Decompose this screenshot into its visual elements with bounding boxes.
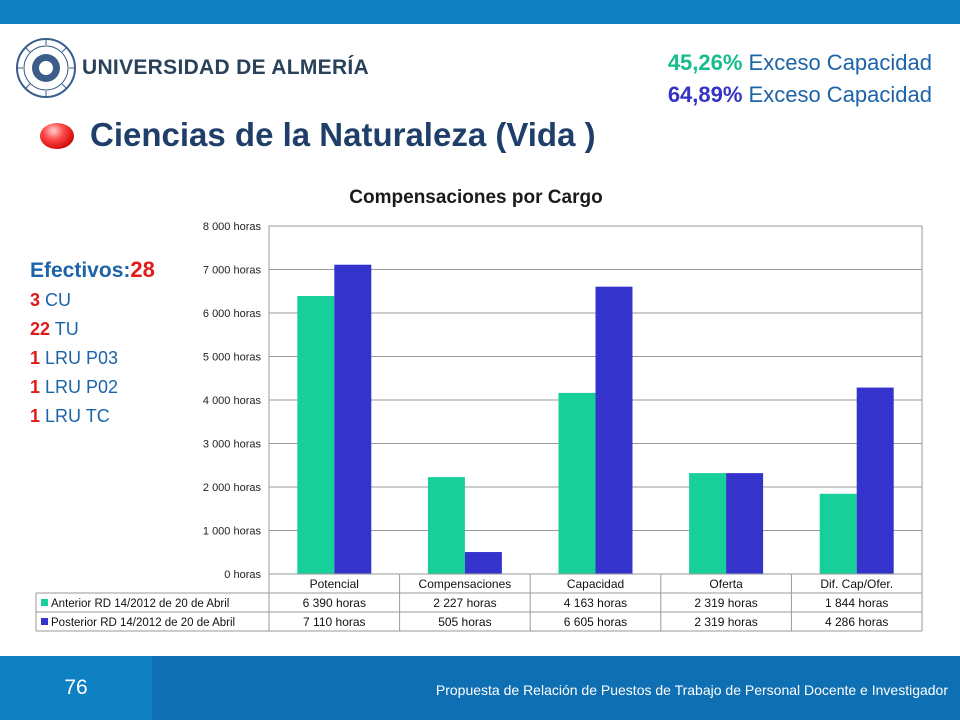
bar-posterior [334, 264, 372, 574]
efectivos-type: LRU TC [40, 406, 110, 426]
y-tick-label: 3 000 horas [203, 439, 262, 451]
data-label: 1 844 horas [825, 596, 888, 610]
bar-anterior [558, 392, 596, 574]
data-label: 7 110 horas [303, 615, 366, 629]
capacity-label-posterior: Exceso Capacidad [742, 82, 932, 107]
footer-text: Propuesta de Relación de Puestos de Trab… [435, 682, 948, 698]
data-label: 2 227 horas [433, 596, 496, 610]
footer-page-block [0, 656, 152, 720]
y-tick-label: 5 000 horas [203, 352, 262, 364]
university-name: UNIVERSIDAD DE ALMERÍA [82, 56, 370, 79]
y-tick-label: 8 000 horas [203, 221, 262, 233]
bar-posterior [464, 552, 502, 574]
efectivos-item: 1 LRU TC [30, 402, 155, 431]
legend-swatch [41, 618, 48, 625]
data-label: 4 286 horas [825, 615, 888, 629]
footer-bar [152, 656, 960, 720]
efectivos-count: 1 [30, 377, 41, 397]
bar-anterior [297, 296, 335, 574]
capacity-pct-posterior: 64,89% [667, 82, 743, 107]
bar-posterior [726, 473, 764, 574]
y-tick-label: 1 000 horas [203, 526, 262, 538]
efectivos-count: 1 [30, 406, 41, 426]
y-tick-label: 7 000 horas [203, 265, 262, 277]
efectivos-item: 1 LRU P03 [30, 344, 155, 373]
efectivos-type: LRU P02 [40, 377, 119, 397]
y-tick-label: 6 000 horas [203, 308, 262, 320]
data-label: 2 319 horas [694, 615, 757, 629]
x-tick-label: Dif. Cap/Ofer. [820, 577, 893, 591]
efectivos-count: 1 [30, 348, 41, 368]
legend-swatch [41, 599, 48, 606]
bar-posterior [595, 286, 633, 574]
bar-anterior [427, 477, 465, 574]
efectivos-count: 3 [30, 290, 41, 310]
efectivos-label: Efectivos: [30, 259, 131, 282]
efectivos-type: CU [40, 290, 72, 310]
chart-title: Compensaciones por Cargo [349, 187, 603, 208]
bar-anterior [689, 473, 727, 574]
y-tick-label: 4 000 horas [203, 395, 262, 407]
efectivos-total: 28 [130, 257, 155, 282]
slide-title: Ciencias de la Naturaleza (Vida ) [90, 116, 596, 153]
data-label: 505 horas [438, 615, 491, 629]
university-logo [16, 38, 76, 98]
efectivos-item: 1 LRU P02 [30, 373, 155, 402]
efectivos-type: LRU P03 [40, 348, 119, 368]
x-tick-label: Capacidad [567, 577, 624, 591]
bar-anterior [819, 493, 857, 574]
capacity-line-posterior: 64,89% Exceso Capacidad [668, 82, 932, 108]
efectivos-item: 3 CU [30, 286, 155, 315]
efectivos-panel: Efectivos:28 3 CU 22 TU 1 LRU P03 1 LRU … [30, 255, 155, 431]
data-label: 4 163 horas [564, 596, 627, 610]
efectivos-count: 22 [30, 319, 51, 339]
data-label: 6 390 horas [303, 596, 366, 610]
data-label: 2 319 horas [694, 596, 757, 610]
efectivos-item: 22 TU [30, 315, 155, 344]
x-tick-label: Potencial [310, 577, 359, 591]
capacity-pct-anterior: 45,26% [667, 50, 743, 75]
x-tick-label: Compensaciones [419, 577, 512, 591]
capacity-line-anterior: 45,26% Exceso Capacidad [668, 50, 932, 76]
red-bullet-icon [40, 123, 74, 149]
page-number: 76 [64, 676, 88, 699]
data-label: 6 605 horas [564, 615, 627, 629]
top-accent-bar [0, 0, 960, 24]
bar-posterior [856, 387, 894, 574]
y-tick-label: 0 horas [224, 569, 261, 581]
legend-label: Anterior RD 14/2012 de 20 de Abril [51, 598, 229, 610]
y-tick-label: 2 000 horas [203, 482, 262, 494]
capacity-label-anterior: Exceso Capacidad [742, 50, 932, 75]
efectivos-type: TU [50, 319, 79, 339]
x-tick-label: Oferta [709, 577, 743, 591]
legend-label: Posterior RD 14/2012 de 20 de Abril [51, 617, 235, 629]
